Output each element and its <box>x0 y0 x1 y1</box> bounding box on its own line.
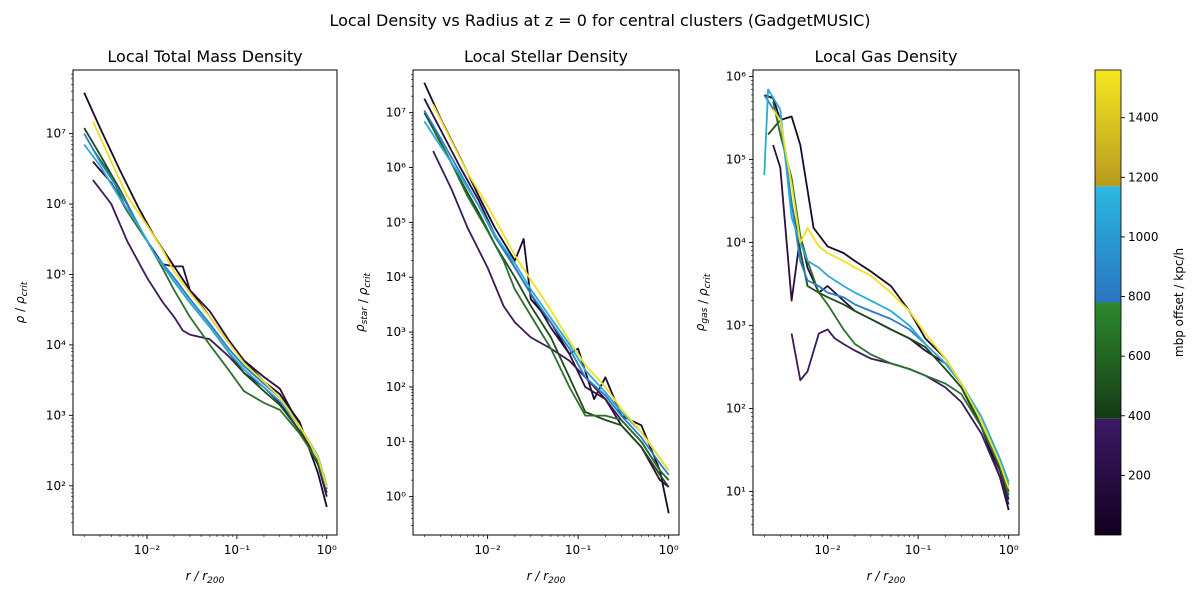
colorbar-label: mbp offset / kpc/h <box>1172 248 1186 357</box>
y-tick-label: 10⁴ <box>386 270 406 284</box>
colorbar-tick-label: 1200 <box>1128 170 1159 184</box>
figure-suptitle: Local Density vs Radius at z = 0 for cen… <box>329 11 870 30</box>
y-tick-label: 10⁷ <box>46 127 66 141</box>
series-line-8 <box>92 120 328 488</box>
series-line-3 <box>432 150 670 481</box>
y-tick-label: 10³ <box>726 319 746 333</box>
panel-title: Local Gas Density <box>814 47 957 66</box>
axes-frame <box>412 69 680 536</box>
y-tick-label: 10² <box>726 402 746 416</box>
colorbar-band-2 <box>1095 302 1121 419</box>
axes-frame <box>752 69 1020 536</box>
y-tick-label: 10⁶ <box>386 161 406 175</box>
colorbar-band-4 <box>1095 70 1121 187</box>
chart-panel-2: 10⁻² 10⁻¹ 10⁰ 10⁰ 10¹ 10² 10³ 10⁴ 10⁵ 10⁶ 10⁷ Local… <box>353 47 680 586</box>
series-line-1 <box>764 94 1010 511</box>
series-group <box>83 92 328 508</box>
y-tick-label: 10⁵ <box>726 153 746 167</box>
y-tick-label: 10³ <box>386 325 406 339</box>
panel-title: Local Stellar Density <box>464 47 628 66</box>
y-tick-label: 10² <box>46 479 66 493</box>
x-axis-label: r / r200 <box>527 569 566 586</box>
series-line-5 <box>772 101 1010 496</box>
y-tick-label: 10¹ <box>386 435 406 449</box>
chart-panel-3: 10⁻² 10⁻¹ 10⁰ 10¹ 10² 10³ 10⁴ 10⁵ 10⁶ Local Gas D… <box>693 47 1020 586</box>
y-tick-label: 10⁵ <box>386 215 406 229</box>
x-tick-label: 10⁻² <box>134 543 161 557</box>
colorbar-tick-label: 1000 <box>1128 230 1159 244</box>
series-line-5 <box>432 128 670 481</box>
y-axis-label: ρstar / ρcrit <box>353 273 373 333</box>
x-tick-label: 10⁻¹ <box>565 543 592 557</box>
series-line-2 <box>423 98 670 488</box>
y-tick-label: 10³ <box>46 408 66 422</box>
x-tick-label: 10⁰ <box>999 543 1019 557</box>
x-tick-label: 10⁻¹ <box>224 543 251 557</box>
series-group <box>763 88 1010 511</box>
series-line-1 <box>423 82 670 514</box>
colorbar-tick-label: 400 <box>1128 409 1151 423</box>
colorbar-frame <box>1094 69 1122 536</box>
series-line-3 <box>92 179 328 493</box>
x-tick-label: 10⁻¹ <box>905 543 932 557</box>
y-tick-label: 10⁶ <box>726 70 746 84</box>
series-line-1 <box>83 92 328 508</box>
colorbar-tick-label: 1400 <box>1128 111 1159 125</box>
panel-title: Local Total Mass Density <box>107 47 302 66</box>
series-line-8 <box>772 109 1010 489</box>
series-line-6 <box>423 109 670 476</box>
y-tick-label: 10⁷ <box>386 106 406 120</box>
colorbar-tick-label: 800 <box>1128 290 1151 304</box>
y-tick-label: 10² <box>386 380 406 394</box>
colorbar-band-1 <box>1095 418 1121 535</box>
series-line-5 <box>92 148 328 490</box>
x-axis-label: r / r200 <box>867 569 906 586</box>
y-tick-label: 10¹ <box>726 485 746 499</box>
y-axis-label: ρgas / ρcrit <box>693 273 713 331</box>
x-tick-label: 10⁻² <box>474 543 501 557</box>
x-axis-label: r / r200 <box>186 569 225 586</box>
series-line-4 <box>767 119 1010 492</box>
y-tick-label: 10⁴ <box>726 236 746 250</box>
colorbar-band-3 <box>1095 186 1121 303</box>
x-tick-label: 10⁰ <box>659 543 679 557</box>
colorbar-tick-label: 200 <box>1128 468 1151 482</box>
series-line-4 <box>423 112 670 488</box>
y-tick-label: 10⁴ <box>46 338 66 352</box>
x-tick-label: 10⁰ <box>317 543 337 557</box>
chart-panel-1: 10⁻² 10⁻¹ 10⁰ 10² 10³ 10⁴ 10⁵ 10⁶ 10⁷ Local Total… <box>13 47 338 586</box>
y-tick-label: 10⁵ <box>46 267 66 281</box>
series-group <box>423 82 670 514</box>
x-tick-label: 10⁻² <box>814 543 841 557</box>
y-tick-label: 10⁶ <box>46 197 66 211</box>
colorbar: 200 400 600 800 1000 1200 1400 mbp offset / kpc… <box>1094 69 1186 536</box>
axes-frame <box>72 69 338 536</box>
colorbar-tick-label: 600 <box>1128 349 1151 363</box>
series-line-3 <box>790 328 1010 505</box>
series-line-8 <box>432 104 670 472</box>
y-axis-label: ρ / ρcrit <box>13 281 30 323</box>
y-tick-label: 10⁰ <box>386 490 406 504</box>
